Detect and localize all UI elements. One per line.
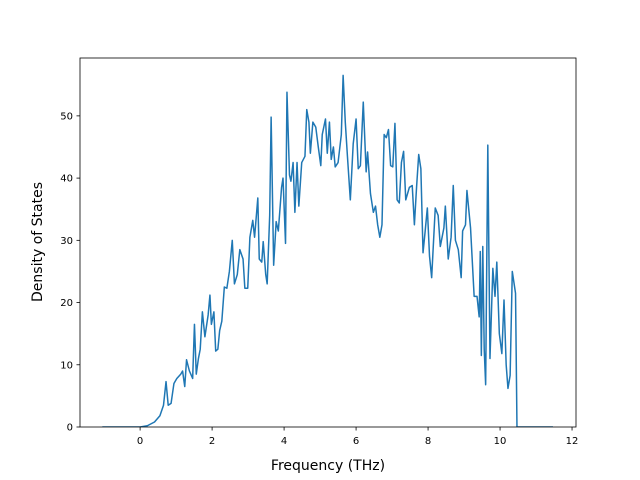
x-tick-label: 0	[137, 436, 143, 447]
y-tick-label: 30	[60, 236, 73, 247]
y-tick-label: 50	[60, 111, 73, 122]
x-tick-label: 2	[209, 436, 215, 447]
x-tick-label: 8	[425, 436, 431, 447]
plot-frame	[79, 57, 577, 428]
x-tick-label: 12	[566, 436, 579, 447]
x-tick-label: 10	[494, 436, 507, 447]
x-tick-label: 6	[353, 436, 359, 447]
line	[102, 74, 553, 427]
y-tick-label: 0	[67, 423, 73, 434]
y-axis-label: Density of States	[30, 182, 46, 302]
x-axis-label: Frequency (THz)	[271, 458, 385, 474]
y-tick-label: 10	[60, 360, 73, 371]
x-tick-label: 4	[281, 436, 287, 447]
y-tick-label: 40	[60, 174, 73, 185]
y-tick-label: 20	[60, 298, 73, 309]
